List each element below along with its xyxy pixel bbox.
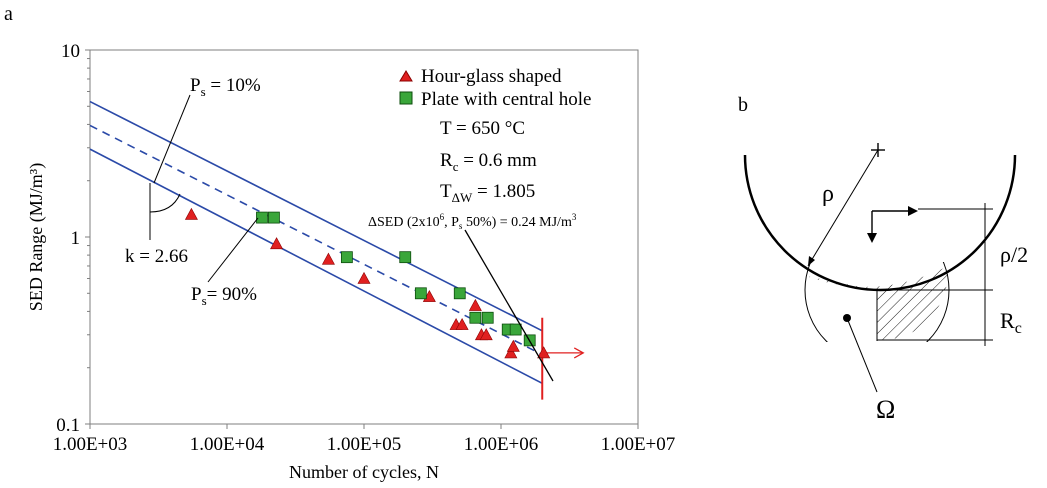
scatter-band-line (89, 148, 543, 385)
scatter-bands (89, 100, 543, 385)
notch-diagram: ρ ρ/2 Rc Ω (743, 143, 1028, 424)
x-tick-label: 1.00E+06 (464, 434, 539, 455)
label-band-upper: Ps = 10% (190, 75, 261, 99)
point-plate-hole (268, 211, 280, 224)
legend-label-plate: Plate with central hole (421, 89, 591, 110)
point-plate-hole (509, 323, 522, 336)
point-plate-hole (256, 211, 268, 224)
point-hour-glass (504, 346, 518, 359)
point-hour-glass (455, 317, 469, 330)
slope-angle-arc (149, 193, 181, 213)
annotation-rc: Rc = 0.6 mm (440, 150, 537, 174)
point-hour-glass (357, 271, 371, 284)
annotation-sed-value: ΔSED (2x106, Ps 50%) = 0.24 MJ/m3 (368, 212, 577, 231)
rho-label: ρ (822, 181, 834, 207)
panel-label-a: a (4, 3, 13, 25)
band-lower-pointer (207, 217, 259, 283)
panel-label-b: b (738, 94, 748, 116)
legend-square-icon (399, 91, 413, 105)
point-hour-glass (537, 346, 551, 359)
legend: Hour-glass shaped Plate with central hol… (399, 66, 591, 110)
legend-label-hour-glass: Hour-glass shaped (421, 66, 562, 87)
limit-group (541, 317, 585, 400)
omega-label: Ω (876, 395, 895, 424)
point-plate-hole (340, 251, 353, 264)
x-tick-label: 1.00E+05 (327, 434, 402, 455)
point-hour-glass (321, 252, 335, 265)
radius-line (807, 149, 879, 267)
annotation-slope: k = 2.66 (125, 246, 188, 267)
x-axis-title: Number of cycles, N (289, 462, 439, 482)
hatched-region (806, 266, 949, 327)
y-tick-label: 0.1 (56, 415, 80, 436)
y-axis: 0.1 1 10 (56, 41, 90, 436)
point-plate-hole (414, 287, 427, 300)
scatter-band-line (89, 100, 543, 332)
point-plate-hole (481, 311, 494, 324)
y-axis-title: SED Range (MJ/m³) (26, 163, 47, 311)
annotation-temperature: T = 650 °C (440, 118, 525, 139)
scatter-band-line (89, 124, 543, 356)
band-upper-pointer (153, 94, 191, 184)
sed-pointer-line (464, 229, 554, 382)
omega-pointer-line (846, 317, 878, 393)
x-axis: 1.00E+03 1.00E+04 1.00E+05 1.00E+06 1.00E+07 (53, 424, 676, 455)
x-tick-label: 1.00E+03 (53, 434, 128, 455)
point-plate-hole (399, 251, 412, 264)
plot-area (89, 49, 639, 425)
legend-triangle-icon (399, 70, 413, 82)
x-tick-label: 1.00E+04 (190, 434, 265, 455)
y-tick-label: 1 (71, 228, 81, 249)
y-tick-label: 10 (61, 41, 80, 62)
notch-arc (743, 154, 1017, 292)
point-hour-glass (468, 298, 482, 311)
x-tick-label: 1.00E+07 (601, 434, 676, 455)
runout-arrowhead (573, 347, 585, 359)
rho-half-label: ρ/2 (1000, 242, 1028, 267)
point-hour-glass (479, 328, 493, 341)
x-axis-arrowhead (908, 206, 918, 216)
point-plate-hole (469, 311, 482, 324)
point-hour-glass (506, 339, 520, 352)
label-band-lower: Ps= 90% (191, 284, 257, 308)
point-hour-glass (184, 207, 198, 220)
rc-label: Rc (1000, 308, 1022, 337)
point-plate-hole (453, 287, 466, 300)
point-hour-glass (270, 237, 284, 250)
y-axis-arrowhead (867, 233, 877, 243)
radius-arrowhead (808, 256, 815, 266)
hatched-region-lower (877, 290, 921, 341)
